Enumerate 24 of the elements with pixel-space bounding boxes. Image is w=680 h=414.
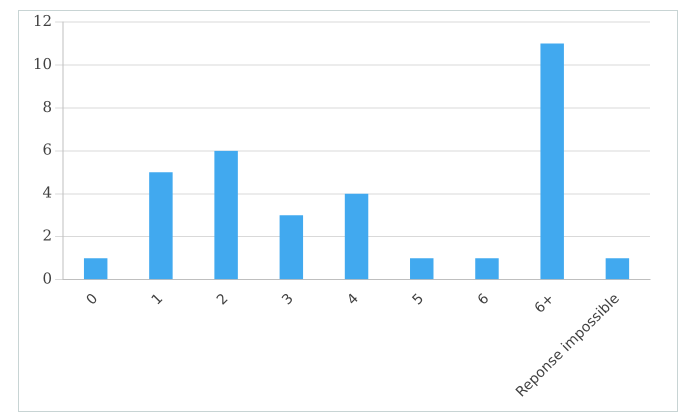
- y-tick-label: 12: [32, 12, 52, 30]
- x-tick-label: 4: [344, 290, 362, 308]
- y-tick-label: 8: [42, 98, 52, 116]
- bar: [149, 172, 173, 280]
- y-tick-label: 4: [42, 184, 52, 202]
- y-tick-label: 0: [42, 270, 52, 288]
- y-tick-label: 2: [42, 226, 52, 245]
- bar: [344, 194, 368, 280]
- y-tick-label: 6: [42, 140, 52, 159]
- bar: [214, 150, 238, 280]
- x-tick-label: 5: [410, 290, 428, 308]
- bar: [84, 258, 108, 280]
- x-tick-label: 6+: [532, 290, 558, 317]
- bar: [410, 258, 434, 280]
- bar: [280, 215, 304, 280]
- bar: [540, 43, 564, 280]
- bar: [606, 258, 630, 280]
- y-tick-label: 10: [32, 54, 52, 73]
- x-tick-label: 0: [83, 290, 102, 308]
- bar: [475, 258, 499, 280]
- x-tick-label: 1: [148, 290, 166, 308]
- x-tick-label: 3: [279, 290, 297, 308]
- x-tick-label: 2: [214, 290, 232, 308]
- x-tick-label: 6: [474, 290, 492, 308]
